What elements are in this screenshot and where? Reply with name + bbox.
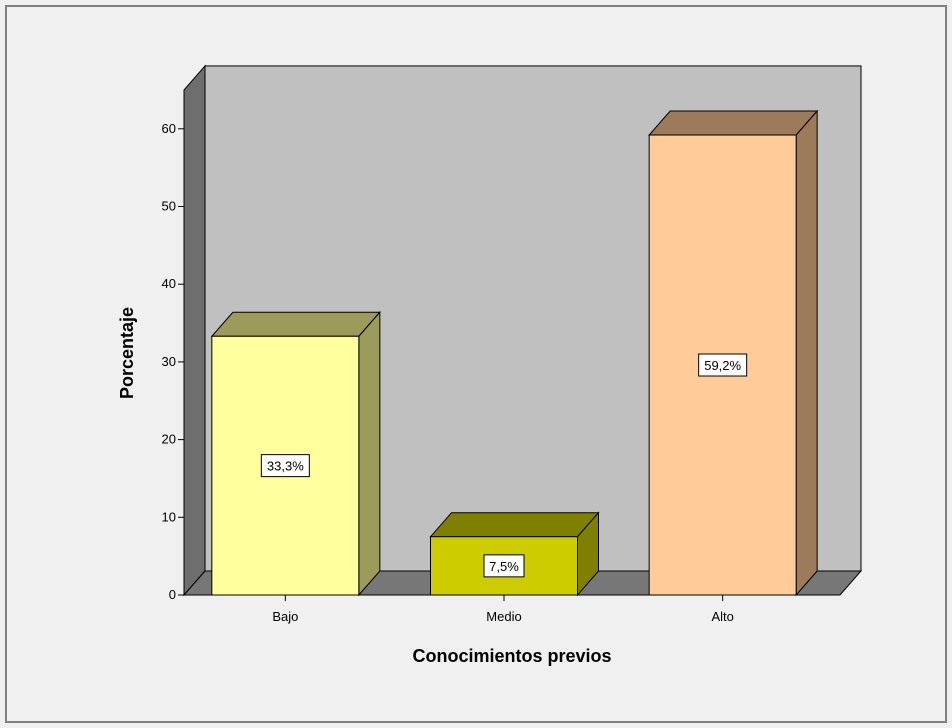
x-axis: Bajo Medio Alto (272, 595, 734, 624)
y-axis: 0 10 20 30 40 50 60 (162, 89, 185, 602)
y-tick-label: 60 (162, 121, 176, 136)
y-tick-label: 20 (162, 432, 176, 447)
bar-alto: 59,2% (648, 109, 819, 597)
x-tick-label: Bajo (272, 609, 298, 624)
bar-top-face (648, 110, 819, 136)
y-tick-label: 50 (162, 199, 176, 214)
bars: 33,3% 7,5% 59,2% (210, 109, 819, 597)
x-tick-label: Medio (486, 609, 521, 624)
plot-side-wall (183, 64, 206, 597)
bar-top-face (429, 512, 600, 538)
bar-side-face (358, 310, 381, 597)
data-label: 7,5% (489, 559, 519, 574)
y-tick-label: 30 (162, 354, 176, 369)
data-label-box (698, 353, 748, 377)
data-label-box (260, 454, 310, 478)
x-tick-label: Alto (711, 609, 733, 624)
y-tick-label: 10 (162, 509, 176, 524)
data-label-box (483, 554, 525, 578)
bar-bajo: 33,3% (210, 310, 381, 597)
bar-side-face (795, 109, 818, 597)
y-tick-label: 0 (169, 587, 176, 602)
y-axis-title: Porcentaje (117, 307, 137, 399)
data-label: 33,3% (267, 459, 304, 474)
data-label: 59,2% (704, 358, 741, 373)
y-tick-label: 40 (162, 276, 176, 291)
bar-top-face (210, 311, 381, 337)
bar-medio: 7,5% (429, 511, 600, 597)
x-axis-title: Conocimientos previos (412, 646, 611, 666)
